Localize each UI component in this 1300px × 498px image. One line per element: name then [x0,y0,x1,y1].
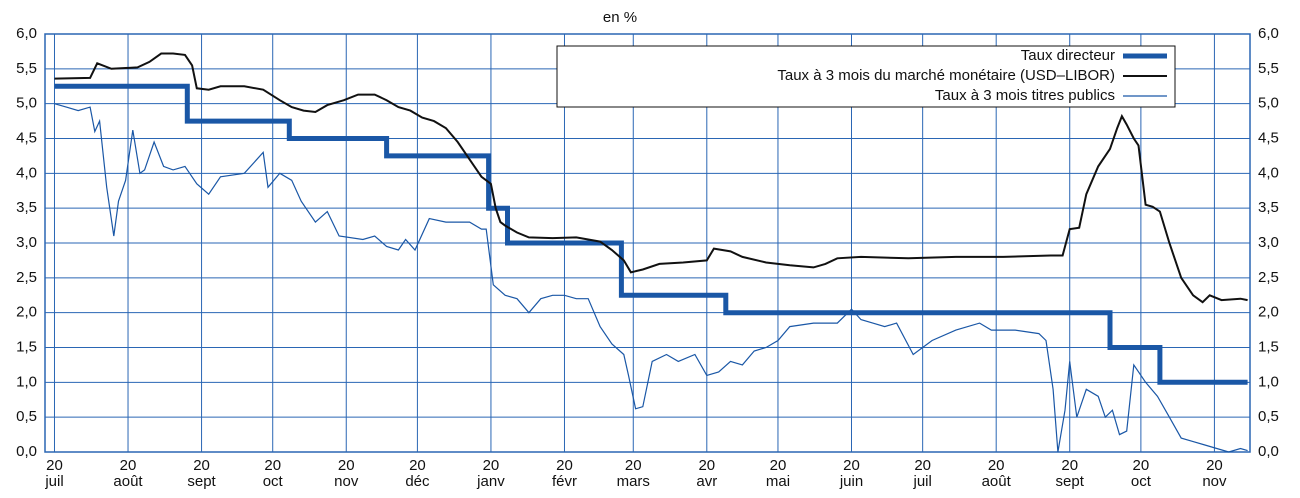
x-tick-label: 20 févr [552,457,577,490]
x-tick-label: 20 août [982,457,1012,490]
legend-label: Taux à 3 mois du marché monétaire (USD–L… [777,67,1115,84]
chart-title: en % [603,9,637,26]
y-tick-label: 6,0 [16,25,37,42]
y-tick-label-right: 1,5 [1258,338,1279,355]
y-tick-label-right: 0,0 [1258,443,1279,460]
legend-label: Taux à 3 mois titres publics [935,87,1115,104]
x-tick-label: 20 oct [1131,457,1152,490]
y-tick-label: 3,0 [16,234,37,251]
y-tick-label-right: 2,5 [1258,269,1279,286]
x-tick-label: 20 avr [696,457,717,490]
y-tick-label: 2,5 [16,269,37,286]
y-tick-label: 2,0 [16,304,37,321]
y-tick-label-right: 2,0 [1258,304,1279,321]
x-tick-label: 20 juil [912,457,931,490]
y-tick-label: 5,5 [16,60,37,77]
y-tick-label: 1,5 [16,338,37,355]
x-tick-label: 20 janv [476,457,505,490]
x-tick-label: 20 juin [839,457,863,490]
x-tick-label: 20 nov [1202,457,1227,490]
y-tick-label: 5,0 [16,95,37,112]
plot-frame [44,33,1251,453]
y-tick-label-right: 5,5 [1258,60,1279,77]
x-tick-label: 20 août [113,457,143,490]
series-line [54,52,1248,304]
y-tick-label: 0,5 [16,408,37,425]
y-tick-label: 1,0 [16,373,37,390]
y-tick-label-right: 1,0 [1258,373,1279,390]
y-tick-label: 4,0 [16,164,37,181]
y-tick-label-right: 6,0 [1258,25,1279,42]
y-tick-label-right: 4,0 [1258,164,1279,181]
y-tick-label-right: 0,5 [1258,408,1279,425]
x-tick-label: 20 sept [1056,457,1085,490]
legend-box [556,45,1176,108]
x-tick-label: 20 nov [334,457,359,490]
y-tick-label-right: 3,5 [1258,199,1279,216]
y-tick-label-right: 5,0 [1258,95,1279,112]
x-tick-label: 20 déc [405,457,430,490]
x-tick-label: 20 oct [263,457,284,490]
y-tick-label: 0,0 [16,443,37,460]
x-tick-label: 20 sept [187,457,216,490]
y-tick-label: 3,5 [16,199,37,216]
y-tick-label: 4,5 [16,129,37,146]
y-tick-label-right: 3,0 [1258,234,1279,251]
legend-label: Taux directeur [1021,47,1115,64]
series-line [54,103,1248,453]
y-tick-label-right: 4,5 [1258,129,1279,146]
x-tick-label: 20 juil [44,457,63,490]
x-tick-label: 20 mars [617,457,650,490]
series-line [54,83,1248,385]
x-tick-label: 20 mai [766,457,790,490]
